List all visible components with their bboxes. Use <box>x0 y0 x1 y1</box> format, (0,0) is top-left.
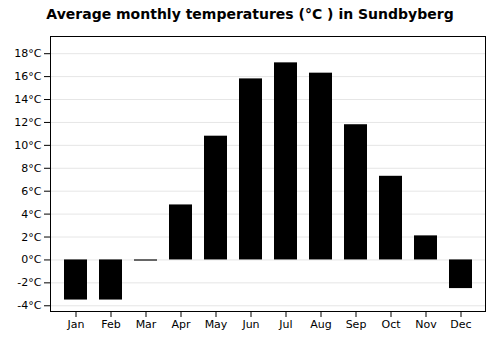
svg-text:16°C: 16°C <box>14 70 41 83</box>
svg-text:2°C: 2°C <box>21 231 41 244</box>
svg-text:-2°C: -2°C <box>17 276 41 289</box>
html-text:Average monthly temperatures (: Average monthly temperatures (°C ) in Su… <box>46 6 454 22</box>
svg-text:Aug: Aug <box>310 318 331 331</box>
svg-text:Nov: Nov <box>415 318 437 331</box>
svg-text:Jun: Jun <box>241 318 259 331</box>
svg-text:Jan: Jan <box>67 318 85 331</box>
svg-text:8°C: 8°C <box>21 162 41 175</box>
svg-text:Apr: Apr <box>171 318 191 331</box>
svg-text:14°C: 14°C <box>14 93 41 106</box>
svg-text:0°C: 0°C <box>21 253 41 266</box>
svg-text:May: May <box>205 318 228 331</box>
svg-text:Sep: Sep <box>346 318 367 331</box>
svg-text:4°C: 4°C <box>21 208 41 221</box>
svg-text:Mar: Mar <box>136 318 157 331</box>
svg-text:6°C: 6°C <box>21 185 41 198</box>
svg-text:Jul: Jul <box>278 318 292 331</box>
svg-text:18°C: 18°C <box>14 47 41 60</box>
svg-text:10°C: 10°C <box>14 139 41 152</box>
svg-text:Dec: Dec <box>450 318 471 331</box>
svg-text:-4°C: -4°C <box>17 299 41 312</box>
svg-text:Oct: Oct <box>381 318 401 331</box>
svg-text:Feb: Feb <box>101 318 120 331</box>
svg-text:12°C: 12°C <box>14 116 41 129</box>
